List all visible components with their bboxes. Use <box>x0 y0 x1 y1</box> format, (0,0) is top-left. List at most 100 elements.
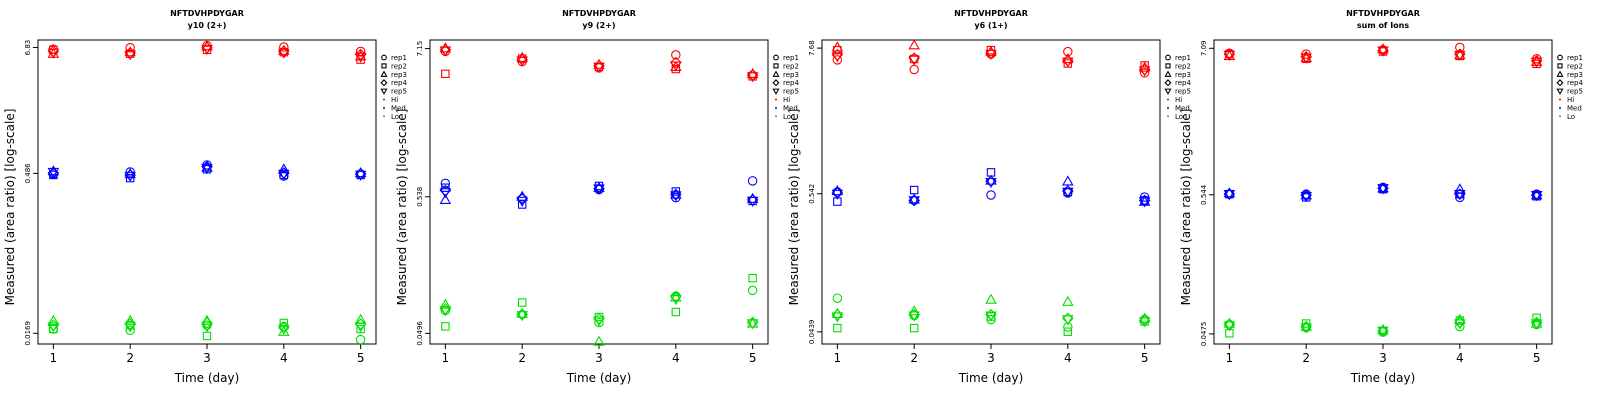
data-point <box>1530 191 1543 202</box>
legend-label: rep5 <box>391 88 407 96</box>
data-point <box>1062 295 1074 306</box>
data-point <box>670 291 682 302</box>
legend-label: Med <box>783 104 798 112</box>
data-point <box>831 189 844 200</box>
plot-frame <box>37 39 377 345</box>
data-point <box>124 46 136 57</box>
legend-label: rep3 <box>391 71 407 79</box>
legend-label: rep5 <box>1567 88 1583 96</box>
data-point <box>593 62 605 73</box>
data-point <box>278 163 290 174</box>
data-point <box>517 309 527 320</box>
data-point <box>1138 197 1151 208</box>
chart-title: NFTDVHPDYGAR <box>562 9 636 18</box>
data-point <box>1300 192 1312 203</box>
legend-label: Med <box>391 104 406 112</box>
legend-label: Lo <box>1175 113 1183 121</box>
x-tick-label: 3 <box>1379 351 1387 365</box>
data-point <box>124 314 136 325</box>
data-point <box>985 177 997 189</box>
legend-label: rep2 <box>391 62 407 70</box>
legend-label: Hi <box>391 96 398 104</box>
data-point <box>909 185 919 195</box>
chart-panel-2: NFTDVHPDYGAR y9 (2+) 1 2 3 4 5 0.0496 0.538 7.15 T… <box>395 9 799 385</box>
data-point <box>355 334 366 345</box>
data-point <box>1454 319 1466 330</box>
y-tick-label: 6.83 <box>24 40 32 56</box>
data-point <box>440 178 451 189</box>
data-point <box>354 170 367 181</box>
data-point <box>202 331 212 341</box>
data-point <box>439 306 452 317</box>
y-axis-label: Measured (area ratio) [log-scale] <box>3 109 17 306</box>
x-tick-label: 2 <box>518 351 526 365</box>
data-point <box>670 61 682 72</box>
x-tick-label: 4 <box>1064 351 1072 365</box>
data-point <box>986 190 996 200</box>
plot-frame <box>429 39 769 345</box>
x-tick-label: 1 <box>834 351 842 365</box>
data-point <box>517 200 527 209</box>
diamond-icon <box>772 79 780 87</box>
x-tick-label: 5 <box>1141 351 1149 365</box>
chart-subtitle: sum of Ions <box>1357 21 1410 30</box>
data-point <box>908 39 920 50</box>
data-point <box>593 335 605 346</box>
x-tick-label: 2 <box>126 351 134 365</box>
data-point <box>746 196 759 207</box>
data-point <box>354 322 367 333</box>
data-point <box>516 56 528 67</box>
legend-label: Hi <box>1175 96 1182 104</box>
data-point <box>354 167 367 178</box>
data-point <box>594 317 604 328</box>
y-tick-label: 7.15 <box>416 41 424 57</box>
data-point <box>47 314 60 325</box>
x-tick-label: 2 <box>910 351 918 365</box>
chart-subtitle: y10 (2+) <box>188 21 227 30</box>
data-point <box>593 58 605 69</box>
y-tick-label: 0.0439 <box>808 320 816 345</box>
data-point <box>516 311 528 322</box>
square-icon <box>381 63 387 69</box>
x-axis-label: Time (day) <box>1350 371 1416 385</box>
data-point <box>833 323 842 333</box>
data-point <box>1300 189 1312 200</box>
data-point <box>908 193 920 204</box>
legend-color-dot-icon <box>382 106 386 109</box>
data-point <box>1223 187 1236 198</box>
triangle-down-icon <box>772 88 780 95</box>
legend-label: rep3 <box>783 71 799 79</box>
plot-frame <box>821 39 1161 345</box>
legend-label: rep2 <box>783 62 799 70</box>
data-point <box>747 176 758 186</box>
x-tick-label: 3 <box>595 351 603 365</box>
legend-label: Hi <box>1567 96 1574 104</box>
data-point <box>746 319 759 330</box>
data-point <box>1377 182 1389 193</box>
square-icon <box>1557 63 1563 69</box>
triangle-up-icon <box>380 70 388 77</box>
x-tick-label: 2 <box>1302 351 1310 365</box>
legend-color-dot-icon <box>1558 115 1562 118</box>
data-point <box>516 196 528 207</box>
legend-label: rep1 <box>1175 54 1191 62</box>
chart-subtitle: y9 (2+) <box>582 21 615 30</box>
data-point <box>1223 317 1236 328</box>
data-point <box>593 316 605 327</box>
x-tick-label: 1 <box>50 351 58 365</box>
chart-title: NFTDVHPDYGAR <box>1346 9 1420 18</box>
data-point <box>670 188 682 199</box>
circle-icon <box>1165 54 1171 61</box>
data-point <box>441 69 450 79</box>
data-point <box>1454 183 1466 194</box>
legend-label: rep4 <box>391 79 407 87</box>
triangle-up-icon <box>1164 70 1172 77</box>
data-point <box>1300 53 1312 64</box>
data-point <box>1532 313 1541 323</box>
data-point <box>985 49 997 60</box>
legend-label: rep4 <box>1567 79 1583 87</box>
legend-label: rep2 <box>1175 62 1191 70</box>
y-tick-label: 7.09 <box>1200 41 1208 57</box>
data-point <box>831 312 844 323</box>
chart-subtitle: y6 (1+) <box>974 21 1007 30</box>
